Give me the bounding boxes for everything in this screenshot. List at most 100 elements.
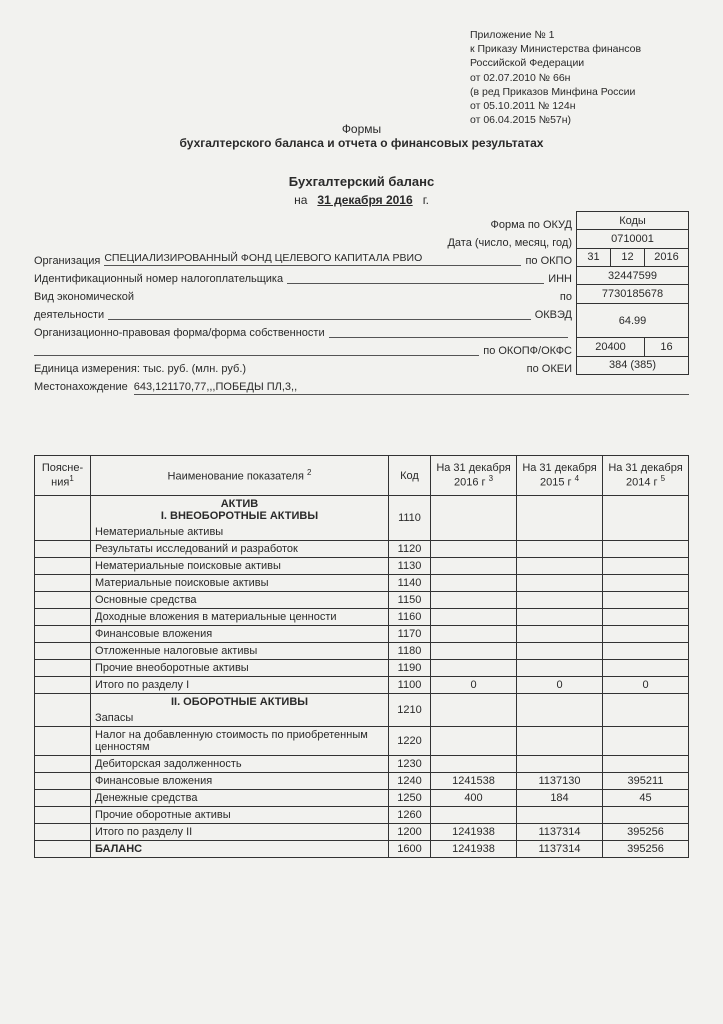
table-row: Итого по разделу II 1200 1241938 1137314… xyxy=(35,824,689,841)
row-v2: 1137314 xyxy=(517,824,603,841)
codes-table: Коды 0710001 31 12 2016 32447599 7730185… xyxy=(576,211,689,375)
date-label: Дата (число, месяц, год) xyxy=(447,237,572,249)
activity-label-2: деятельности xyxy=(34,309,104,321)
row-code: 1200 xyxy=(389,824,431,841)
row-name: Основные средства xyxy=(91,592,389,609)
row-v3 xyxy=(603,575,689,592)
row-v2: 1137130 xyxy=(517,773,603,790)
codes-header: Коды xyxy=(577,212,689,230)
row-v2 xyxy=(517,541,603,558)
table-row: Доходные вложения в материальные ценност… xyxy=(35,609,689,626)
table-row: Итого по разделу I 1100 0 0 0 xyxy=(35,677,689,694)
row-code: 1600 xyxy=(389,841,431,858)
table-row: БАЛАНС 1600 1241938 1137314 395256 xyxy=(35,841,689,858)
location-label: Местонахождение xyxy=(34,381,128,395)
row-v3 xyxy=(603,756,689,773)
code-okud: 0710001 xyxy=(577,230,689,248)
location-value: 643,121170,77,,,ПОБЕДЫ ПЛ,3,, xyxy=(134,381,689,395)
table-row: Налог на добавленную стоимость по приобр… xyxy=(35,727,689,756)
date-value: 31 декабря 2016 xyxy=(317,193,412,207)
appendix-line: от 06.04.2015 №57н) xyxy=(470,113,641,127)
table-row: Материальные поисковые активы 1140 xyxy=(35,575,689,592)
row-v3 xyxy=(603,592,689,609)
row-v3: 395211 xyxy=(603,773,689,790)
row-code: 1190 xyxy=(389,660,431,677)
legal-form-fill xyxy=(329,325,568,338)
table-row: Прочие внеоборотные активы 1190 xyxy=(35,660,689,677)
row-v2: 1137314 xyxy=(517,841,603,858)
appendix-line: Российской Федерации xyxy=(470,56,641,70)
row-v1: 0 xyxy=(431,677,517,694)
row-v3 xyxy=(603,727,689,756)
legal-form-fill-2 xyxy=(34,343,479,356)
row-v3 xyxy=(603,807,689,824)
th-notes: Поясне- ния1 xyxy=(35,456,91,496)
row-code: 1180 xyxy=(389,643,431,660)
appendix-line: (в ред Приказов Минфина России xyxy=(470,85,641,99)
th-code: Код xyxy=(389,456,431,496)
row-name: Материальные поисковые активы xyxy=(91,575,389,592)
th-2015: На 31 декабря2015 г 4 xyxy=(517,456,603,496)
row-v3 xyxy=(603,626,689,643)
code-okopf: 20400 xyxy=(577,338,645,356)
code-year: 2016 xyxy=(645,248,689,266)
appendix-line: к Приказу Министерства финансов xyxy=(470,42,641,56)
appendix-line: от 02.07.2010 № 66н xyxy=(470,71,641,85)
document-page: { "appendix": { "l1": "Приложение № 1", … xyxy=(0,0,723,1024)
row-code: 1220 xyxy=(389,727,431,756)
row-v3 xyxy=(603,609,689,626)
row-name: Итого по разделу II xyxy=(91,824,389,841)
balance-date: на 31 декабря 2016 г. xyxy=(34,193,689,207)
header-left: Форма по ОКУД Дата (число, месяц, год) О… xyxy=(34,211,576,375)
code-inn: 7730185678 xyxy=(577,285,689,303)
row-v1: 1241938 xyxy=(431,824,517,841)
row-name: Итого по разделу I xyxy=(91,677,389,694)
th-name: Наименование показателя 2 xyxy=(91,456,389,496)
row-v3: 0 xyxy=(603,677,689,694)
code-okfs: 16 xyxy=(645,338,689,356)
okved-label: ОКВЭД xyxy=(535,309,572,321)
po-label: по xyxy=(560,291,572,303)
section-header: II. ОБОРОТНЫЕ АКТИВЫ 1210 xyxy=(35,694,689,711)
balance-title: Бухгалтерский баланс xyxy=(34,174,689,189)
row-name: Налог на добавленную стоимость по приобр… xyxy=(91,727,389,756)
row-v3: 395256 xyxy=(603,824,689,841)
row-name: Денежные средства xyxy=(91,790,389,807)
code-okei: 384 (385) xyxy=(577,356,689,374)
inn-label: Идентификационный номер налогоплательщик… xyxy=(34,273,283,285)
row-v2: 184 xyxy=(517,790,603,807)
row-v1 xyxy=(431,609,517,626)
appendix-line: Приложение № 1 xyxy=(470,28,641,42)
row-name: Дебиторская задолженность xyxy=(91,756,389,773)
row-code: 1150 xyxy=(389,592,431,609)
row-code: 1250 xyxy=(389,790,431,807)
row-v2 xyxy=(517,558,603,575)
row-v1: 400 xyxy=(431,790,517,807)
table-row: Финансовые вложения 1240 1241538 1137130… xyxy=(35,773,689,790)
row-name: Результаты исследований и разработок xyxy=(91,541,389,558)
unit-label: Единица измерения: тыс. руб. (млн. руб.) xyxy=(34,363,246,375)
date-prefix: на xyxy=(294,193,307,207)
table-row: Денежные средства 1250 400 184 45 xyxy=(35,790,689,807)
th-2016: На 31 декабря2016 г 3 xyxy=(431,456,517,496)
table-row: Нематериальные поисковые активы 1130 xyxy=(35,558,689,575)
row-v3: 45 xyxy=(603,790,689,807)
th-2014: На 31 декабря2014 г 5 xyxy=(603,456,689,496)
row-v3 xyxy=(603,541,689,558)
activity-label-1: Вид экономической xyxy=(34,291,134,303)
row-v2 xyxy=(517,660,603,677)
table-row: Отложенные налоговые активы 1180 xyxy=(35,643,689,660)
location-line: Местонахождение 643,121170,77,,,ПОБЕДЫ П… xyxy=(34,381,689,395)
form-title-line: бухгалтерского баланса и отчета о финанс… xyxy=(34,136,689,150)
row-v2 xyxy=(517,727,603,756)
activity-fill xyxy=(108,307,531,320)
code-day: 31 xyxy=(577,248,611,266)
row-v1 xyxy=(431,727,517,756)
row-v3: 395256 xyxy=(603,841,689,858)
row-v1 xyxy=(431,807,517,824)
header-zone: Форма по ОКУД Дата (число, месяц, год) О… xyxy=(34,211,689,375)
row-v1 xyxy=(431,626,517,643)
row-v1: 1241538 xyxy=(431,773,517,790)
row-name: Финансовые вложения xyxy=(91,626,389,643)
table-row: Прочие оборотные активы 1260 xyxy=(35,807,689,824)
